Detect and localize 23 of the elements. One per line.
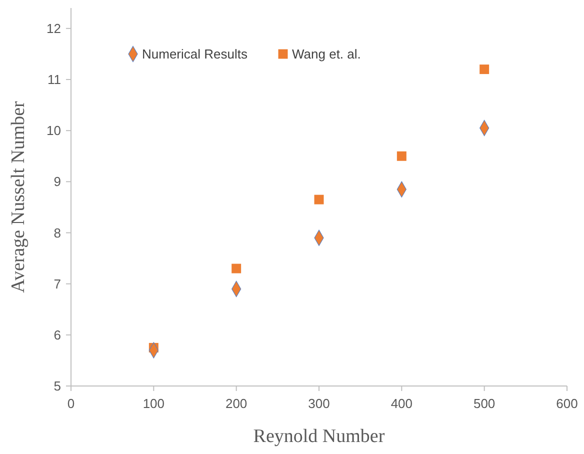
point: [396, 151, 406, 161]
point: [232, 264, 242, 274]
x-tick-label: 200: [225, 396, 248, 411]
x-tick-label: 400: [390, 396, 413, 411]
x-tick-label: 300: [308, 396, 330, 411]
x-tick-label: 500: [473, 396, 496, 411]
legend-label: Wang et. al.: [292, 46, 361, 62]
y-tick-label: 9: [54, 174, 61, 190]
point: [480, 64, 490, 74]
point: [314, 194, 324, 204]
x-tick-label: 100: [142, 396, 165, 411]
y-tick-label: 12: [46, 20, 61, 36]
y-tick-label: 7: [54, 276, 61, 292]
legend-label: Numerical Results: [142, 46, 248, 62]
x-tick-label: 600: [556, 396, 578, 411]
x-axis-title: Reynold Number: [253, 426, 386, 447]
y-tick-label: 10: [46, 123, 61, 138]
y-axis-title: Average Nusselt Number: [8, 100, 29, 293]
y-tick-label: 8: [54, 225, 61, 240]
y-tick-label: 6: [54, 327, 61, 342]
y-tick-label: 11: [48, 72, 61, 88]
y-tick-label: 5: [54, 378, 61, 394]
x-tick-label: 0: [67, 396, 75, 411]
